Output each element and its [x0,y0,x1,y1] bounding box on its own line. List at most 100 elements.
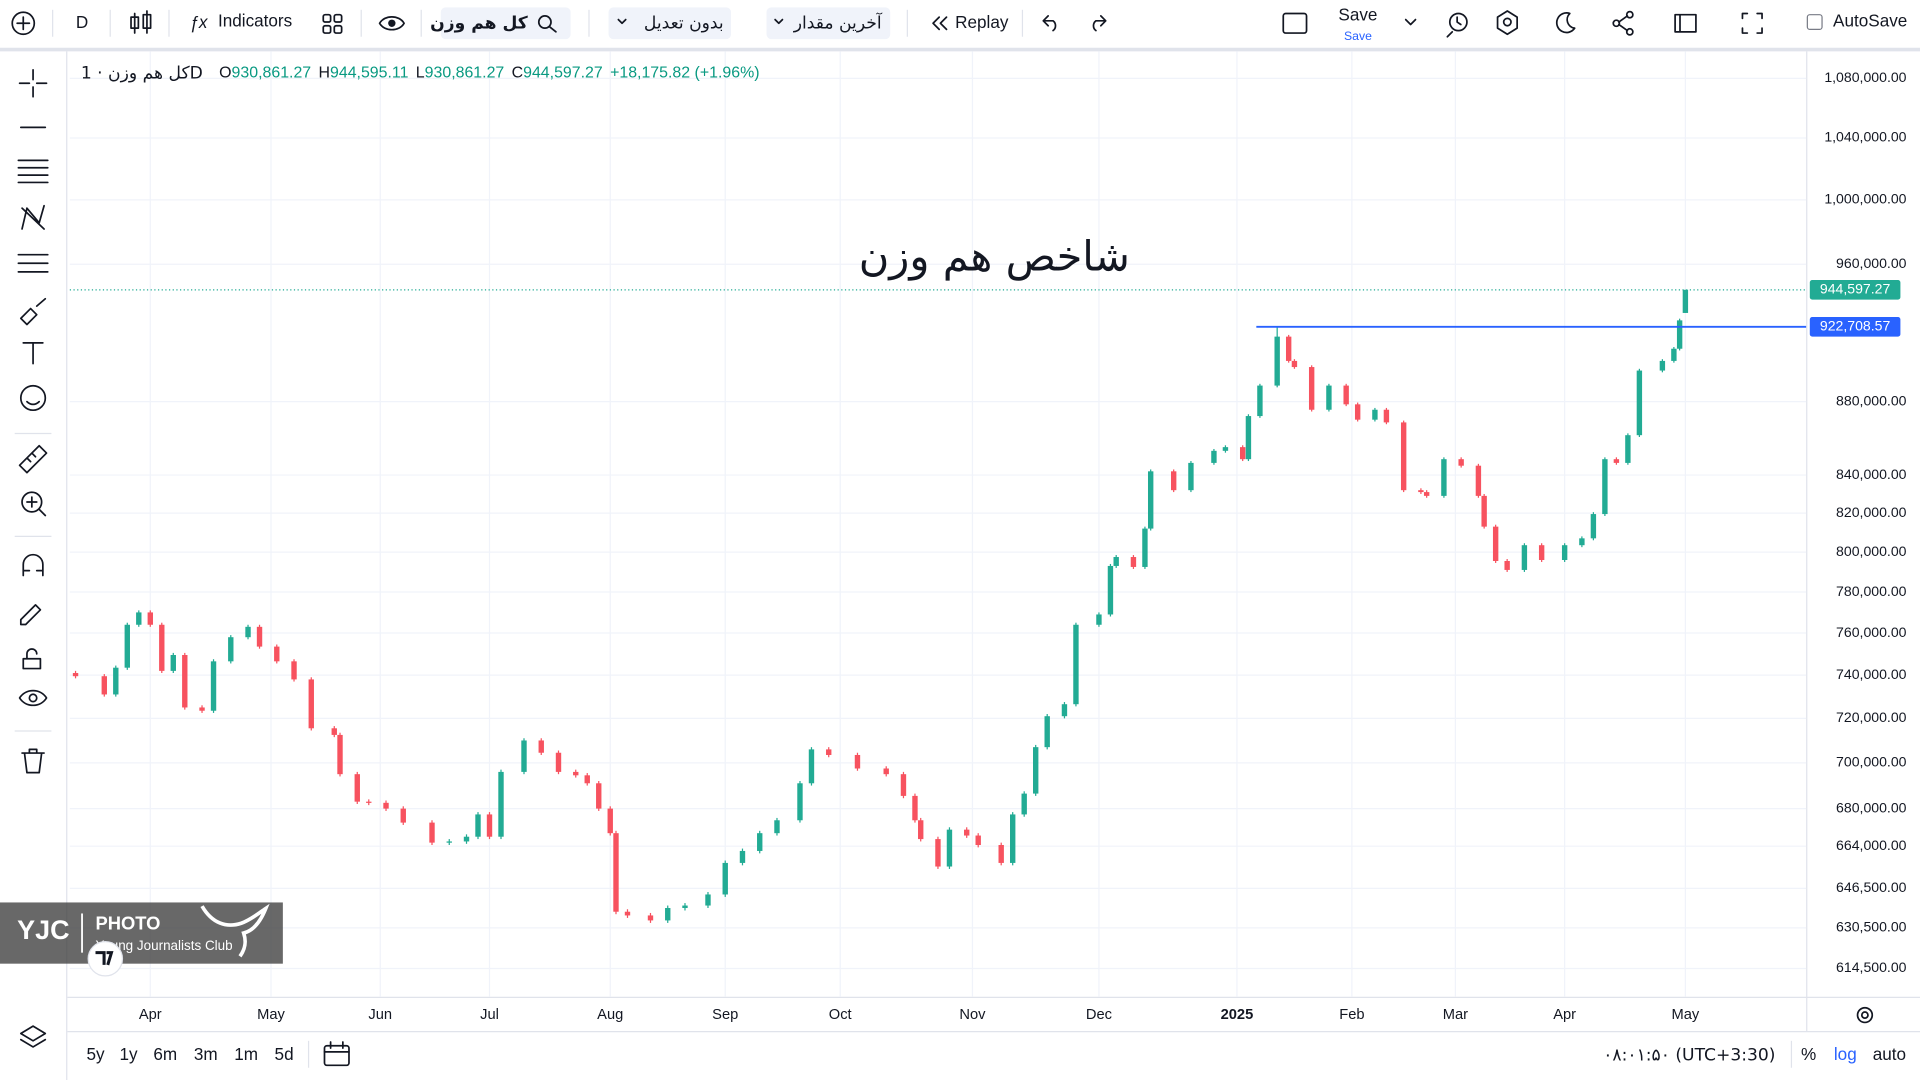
watermark-club: Young Journalists Club [96,938,233,953]
fib-tool[interactable] [17,159,49,184]
lock-drawing-tool[interactable] [19,604,42,626]
candle-body [1211,450,1217,463]
autosave-toggle[interactable]: AutoSave [1806,11,1907,31]
object-tree-button[interactable] [19,1025,47,1048]
candle-body [1044,716,1050,748]
x-tick-label: Sep [712,1007,738,1023]
y-tick-label: 780,000.00 [1836,583,1907,599]
date-range-button[interactable] [323,1041,350,1067]
settings-button[interactable] [1496,10,1518,36]
range-button[interactable]: 1m [234,1044,258,1064]
symbol-search[interactable]: کل هم وزن [430,7,571,40]
candle-body [573,771,579,776]
candle-body [72,673,79,677]
candle-body [1343,385,1349,405]
crosshair-tool[interactable] [18,68,48,98]
candle-body [101,676,107,695]
x-tick-label: May [257,1007,285,1023]
candle-body [366,801,372,803]
symbol-name: کل هم وزن [430,13,528,33]
candle-body [613,833,619,912]
candle-body [596,783,602,809]
theme-button[interactable] [1555,12,1576,34]
candle-body [912,795,918,821]
horizontal-ray-badge [1809,317,1901,337]
chart-type-button[interactable] [130,10,152,34]
ruler-tool[interactable] [18,444,48,474]
undo-button[interactable] [1042,15,1057,32]
share-button[interactable] [1612,10,1634,36]
adjust-dropdown[interactable]: بدون تعدیل [608,7,732,40]
brush-tool[interactable] [19,297,47,326]
candle-body [555,752,562,772]
range-button[interactable]: 3m [194,1044,218,1064]
x-tick-label: Jun [368,1007,392,1023]
candle-body [1245,416,1252,460]
candle-body [1257,385,1263,417]
range-button[interactable]: 1y [120,1044,139,1064]
fx-icon: ƒx [189,12,209,32]
candle-body [1441,459,1447,496]
tradingview-logo[interactable] [87,941,124,977]
x-tick-label: 2025 [1221,1007,1254,1023]
candle-body [1475,465,1482,496]
time-axis-settings[interactable] [1856,1006,1874,1024]
zoom-tool[interactable] [21,491,47,517]
alert-button[interactable] [1446,12,1468,38]
indicators-button[interactable]: ƒx Indicators [189,11,292,32]
save-sublabel: Save [1344,29,1372,43]
icon-tool[interactable] [19,384,47,412]
fullscreen-button[interactable] [1741,12,1763,34]
y-tick-label: 800,000.00 [1836,543,1907,559]
text-tool[interactable] [22,342,44,365]
candle-body [1400,422,1407,491]
percent-toggle[interactable]: % [1801,1044,1816,1064]
watchlist-button[interactable] [1674,13,1697,33]
candle-body [1061,704,1068,717]
range-button[interactable]: 5y [86,1044,105,1064]
save-label: Save [1338,4,1377,24]
candle-body [826,749,832,755]
autosave-label: AutoSave [1833,11,1907,31]
interval-button[interactable]: D [76,12,88,32]
candle-body [1423,492,1430,496]
hide-tool[interactable] [18,689,48,707]
x-tick-label: Nov [959,1007,986,1023]
magnet-tool[interactable] [22,553,44,577]
candle-body [1383,409,1390,423]
save-button[interactable]: Save Save [1338,4,1377,43]
visibility-button[interactable] [378,15,405,31]
redo-button[interactable] [1092,15,1107,32]
candle-body [739,850,746,863]
pattern-tool[interactable] [21,204,45,230]
candle-body [1326,385,1332,410]
forecast-tool[interactable] [17,253,49,273]
delete-tool[interactable] [21,748,45,774]
log-toggle[interactable]: log [1834,1044,1857,1064]
layout-button[interactable] [1282,12,1308,34]
replay-button[interactable]: Replay [932,12,1009,32]
candle-body [998,845,1004,863]
range-button[interactable]: 5d [275,1044,294,1064]
auto-toggle[interactable]: auto [1873,1044,1906,1064]
candle-body [354,774,360,802]
ohlc-legend: O930,861.27 H944,595.11 L930,861.27 C944,59… [219,65,759,82]
candle-body [1372,409,1378,420]
templates-button[interactable] [322,13,343,34]
candle-body [245,626,251,638]
candle-body [624,911,631,916]
save-menu-button[interactable] [1404,18,1417,26]
candle-body [170,655,176,671]
y-tick-label: 680,000.00 [1836,799,1907,815]
range-button[interactable]: 6m [153,1044,177,1064]
symbol-legend: کل هم وزن · 1D [81,63,203,83]
candle-body [1096,614,1102,625]
x-tick-label: Dec [1086,1007,1112,1023]
add-symbol-button[interactable] [11,11,36,36]
candle-body [538,740,544,753]
low-value: 930,861.27 [425,65,505,82]
candle-body [1073,624,1079,705]
lock-tool[interactable] [22,648,42,670]
price-mode-dropdown[interactable]: آخرین مقدار [766,7,891,40]
candle-body [113,667,119,695]
